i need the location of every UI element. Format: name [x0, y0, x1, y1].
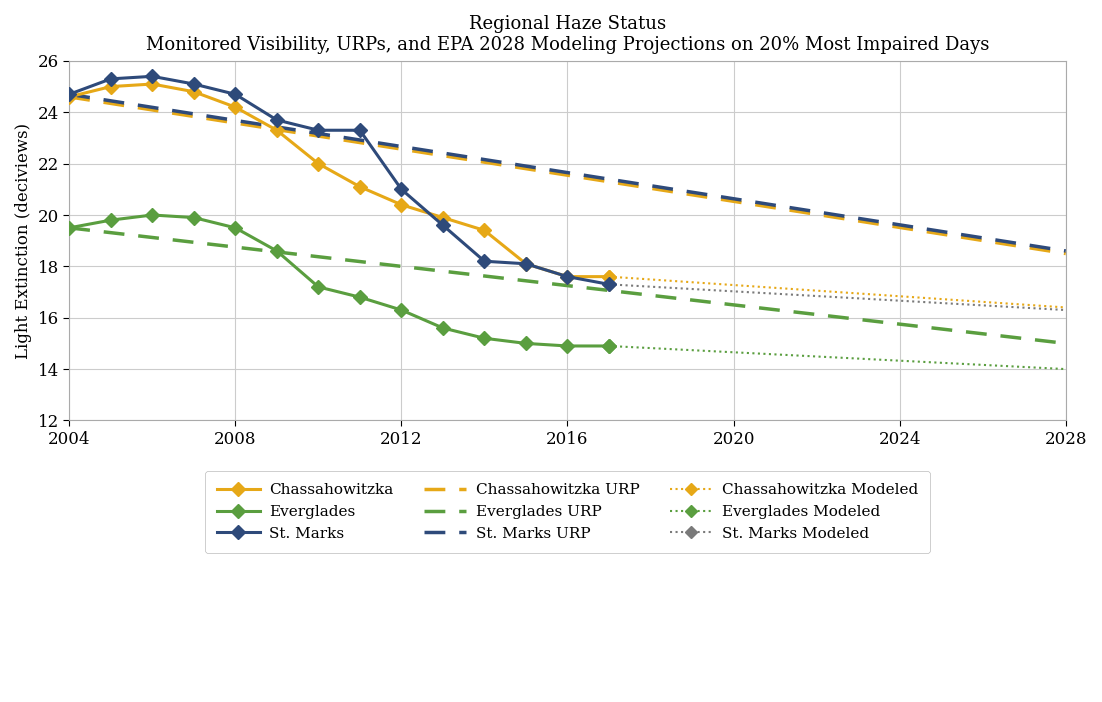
Legend: Chassahowitzka, Everglades, St. Marks, Chassahowitzka URP, Everglades URP, St. M: Chassahowitzka, Everglades, St. Marks, C… — [205, 471, 930, 553]
Y-axis label: Light Extinction (deciviews): Light Extinction (deciviews) — [15, 123, 32, 359]
Title: Regional Haze Status
Monitored Visibility, URPs, and EPA 2028 Modeling Projectio: Regional Haze Status Monitored Visibilit… — [145, 15, 990, 54]
